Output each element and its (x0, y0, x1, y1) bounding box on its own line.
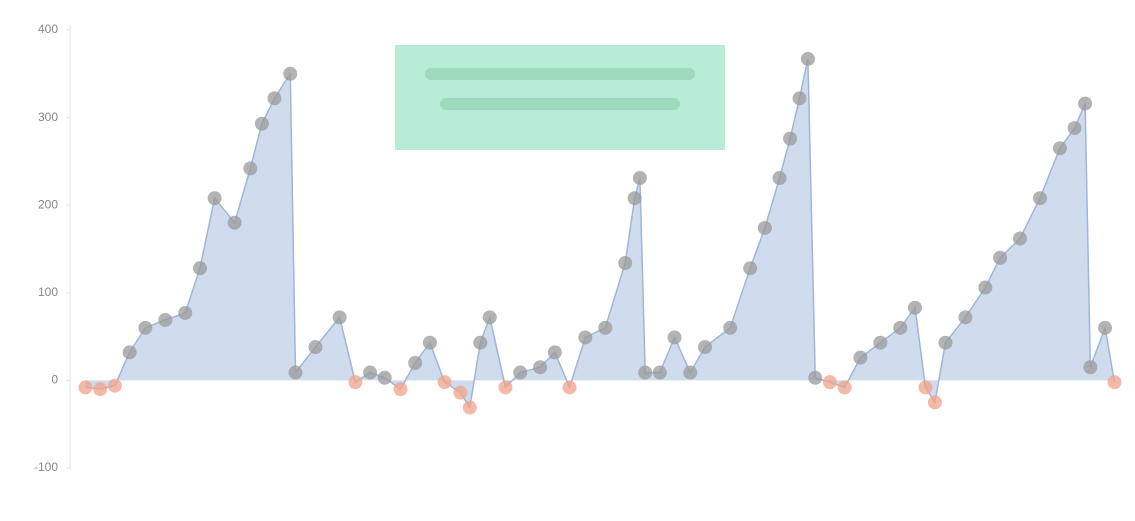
point (638, 365, 653, 380)
point (122, 345, 137, 360)
point (107, 378, 122, 393)
point (377, 370, 392, 385)
point (652, 365, 667, 380)
y-tick-label: 300 (38, 110, 58, 124)
point (743, 261, 758, 276)
point (288, 365, 303, 380)
point (1032, 191, 1047, 206)
area (85, 58, 1115, 408)
point (1098, 320, 1113, 335)
point (993, 250, 1008, 265)
point (462, 400, 477, 415)
point (267, 91, 282, 106)
point (332, 310, 347, 325)
point (908, 300, 922, 315)
highlight-text-placeholder (425, 68, 695, 80)
point (78, 380, 93, 395)
point (618, 256, 633, 271)
point (437, 375, 452, 390)
point (757, 220, 772, 235)
point (800, 51, 815, 66)
point (772, 171, 787, 186)
point (453, 385, 468, 400)
point (178, 305, 193, 320)
point (1013, 231, 1027, 246)
point (138, 320, 153, 335)
point (783, 131, 798, 146)
point (698, 340, 712, 355)
point (393, 382, 408, 397)
point (1083, 360, 1098, 375)
point (958, 310, 973, 325)
point (822, 375, 837, 390)
point (348, 375, 363, 390)
point (562, 380, 577, 395)
point (473, 335, 488, 350)
highlight-box (395, 45, 725, 150)
point (192, 261, 207, 276)
point (893, 320, 908, 335)
y-tick-label: 100 (38, 285, 58, 299)
point (1078, 96, 1093, 111)
point (1107, 375, 1122, 390)
point (243, 161, 258, 176)
point (547, 345, 562, 360)
point (627, 191, 642, 206)
point (422, 335, 437, 350)
point (927, 395, 942, 410)
y-tick-label: 200 (38, 197, 58, 211)
point (873, 335, 888, 350)
point (254, 116, 269, 131)
point (227, 215, 242, 230)
y-tick-label: 0 (51, 373, 58, 387)
point (978, 280, 993, 295)
point (158, 312, 173, 327)
point (853, 350, 868, 365)
point (578, 330, 593, 345)
point (408, 355, 423, 370)
point (918, 380, 933, 395)
point (207, 191, 222, 206)
point (723, 320, 738, 335)
point (598, 320, 613, 335)
point (498, 380, 513, 395)
point (513, 365, 528, 380)
point (683, 365, 698, 380)
point (363, 365, 378, 380)
point (837, 380, 852, 395)
point (938, 335, 953, 350)
point (632, 171, 647, 186)
point (482, 310, 497, 325)
point (93, 382, 108, 397)
point (808, 370, 823, 385)
point (308, 340, 323, 355)
point (283, 66, 298, 81)
highlight-text-placeholder (440, 98, 680, 110)
y-tick-label: 400 (38, 22, 58, 36)
point (1067, 121, 1082, 136)
point (1052, 141, 1067, 156)
point (667, 330, 682, 345)
point (533, 360, 548, 375)
y-tick-label: -100 (34, 460, 58, 474)
point (792, 91, 807, 106)
